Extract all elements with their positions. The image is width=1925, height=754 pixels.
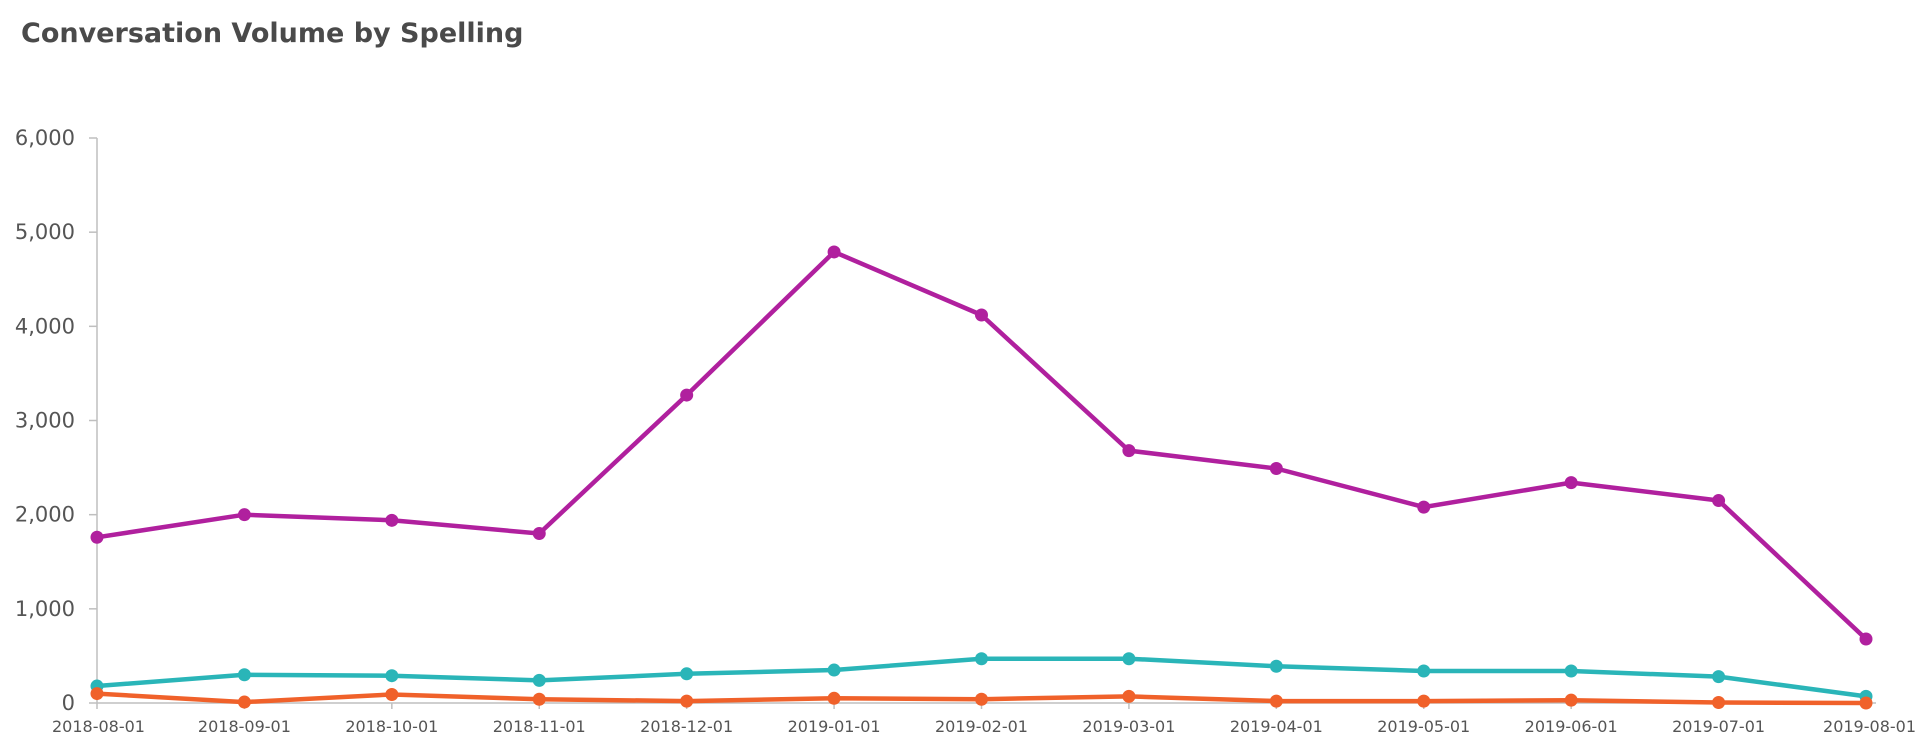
x-tick-label: 2019-07-01 [1672,717,1765,736]
data-point[interactable] [1564,664,1578,678]
data-point[interactable] [1417,664,1431,678]
series-lines [90,245,1873,710]
y-tick-label: 6,000 [15,126,75,150]
data-point[interactable] [385,688,399,702]
y-tick-label: 2,000 [15,503,75,527]
series-2 [90,652,1873,703]
y-tick-label: 4,000 [15,314,75,338]
data-point[interactable] [1269,462,1283,476]
data-point[interactable] [1122,652,1136,666]
data-point[interactable] [532,692,546,706]
x-tick-label: 2019-02-01 [935,717,1028,736]
data-point[interactable] [975,308,988,322]
data-point[interactable] [1564,476,1578,490]
x-tick-label: 2019-06-01 [1525,717,1618,736]
y-tick-label: 3,000 [15,409,75,433]
data-point[interactable] [1564,693,1578,707]
data-point[interactable] [1712,670,1726,684]
x-tick-label: 2018-12-01 [640,717,733,736]
data-point[interactable] [1269,659,1283,673]
x-tick-label: 2018-11-01 [493,717,586,736]
data-point[interactable] [975,692,988,706]
data-point[interactable] [237,508,251,522]
x-tick-label: 2019-03-01 [1082,717,1175,736]
data-point[interactable] [827,663,841,677]
data-point[interactable] [680,388,694,402]
y-tick-label: 5,000 [15,220,75,244]
x-axis-ticks: 2018-08-01 2018-09-01 2018-10-01 2018-11-01… [52,703,1916,736]
x-tick-label: 2019-01-01 [788,717,881,736]
x-tick-label: 2018-08-01 [52,717,145,736]
data-point[interactable] [827,691,841,705]
data-point[interactable] [827,245,841,259]
data-point[interactable] [90,687,104,701]
axes [96,138,1876,704]
data-point[interactable] [1269,694,1283,708]
data-point[interactable] [1712,494,1726,508]
data-point[interactable] [1122,444,1136,458]
data-point[interactable] [1859,696,1873,710]
data-point[interactable] [90,530,104,544]
data-point[interactable] [237,695,251,709]
data-point[interactable] [680,694,694,708]
data-point[interactable] [680,667,694,681]
x-tick-label: 2019-04-01 [1230,717,1323,736]
series-3 [90,687,1873,710]
data-point[interactable] [1712,696,1726,710]
data-point[interactable] [532,673,546,687]
x-tick-label: 2019-05-01 [1377,717,1470,736]
data-point[interactable] [1417,500,1431,514]
data-point[interactable] [532,527,546,540]
data-point[interactable] [1122,689,1136,703]
data-point[interactable] [1417,694,1431,708]
data-point[interactable] [1859,632,1873,646]
y-axis-ticks: 0 1,000 2,000 3,000 4,000 5,000 6,000 [15,126,97,715]
chart-title: Conversation Volume by Spelling [21,18,524,49]
x-tick-label: 2019-08-01 [1823,717,1916,736]
x-tick-label: 2018-10-01 [345,717,438,736]
data-point[interactable] [385,669,399,683]
series-1 [90,245,1873,646]
y-tick-label: 0 [62,691,75,715]
data-point[interactable] [237,668,251,682]
data-point[interactable] [385,513,399,527]
y-tick-label: 1,000 [15,597,75,621]
data-point[interactable] [975,652,988,666]
x-tick-label: 2018-09-01 [198,717,291,736]
